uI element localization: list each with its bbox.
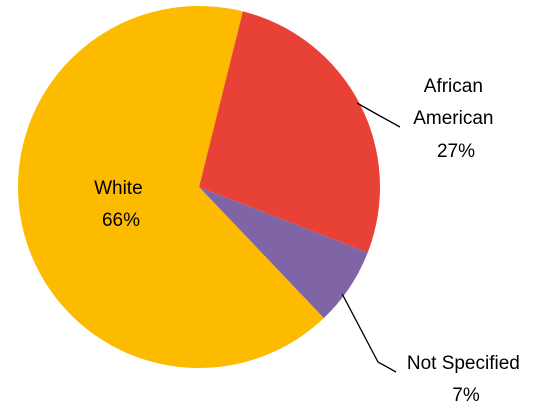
slice-value-not-specified: 7% xyxy=(452,385,480,406)
slice-value-african-american: 27% xyxy=(437,141,475,162)
slice-name-not-specified: Not Specified xyxy=(407,353,520,374)
slice-label-white: White 66% xyxy=(94,178,148,231)
slice-label-african-american: African American 27% xyxy=(413,76,499,162)
leader-line-not-specified xyxy=(341,293,397,373)
pie-slices xyxy=(18,6,380,369)
pie-slice-not-specified xyxy=(199,187,368,319)
leader-line-african-american xyxy=(356,102,401,128)
slice-label-not-specified: Not Specified 7% xyxy=(407,353,525,406)
leader-lines xyxy=(341,102,401,373)
slice-name-white: White xyxy=(94,178,143,199)
pie-slice-white xyxy=(18,6,324,369)
pie-slice-african-american xyxy=(199,11,380,253)
slice-name-african-american-line1: African xyxy=(424,76,483,97)
slice-name-african-american-line2: American xyxy=(413,108,493,129)
slice-value-white: 66% xyxy=(102,210,140,231)
